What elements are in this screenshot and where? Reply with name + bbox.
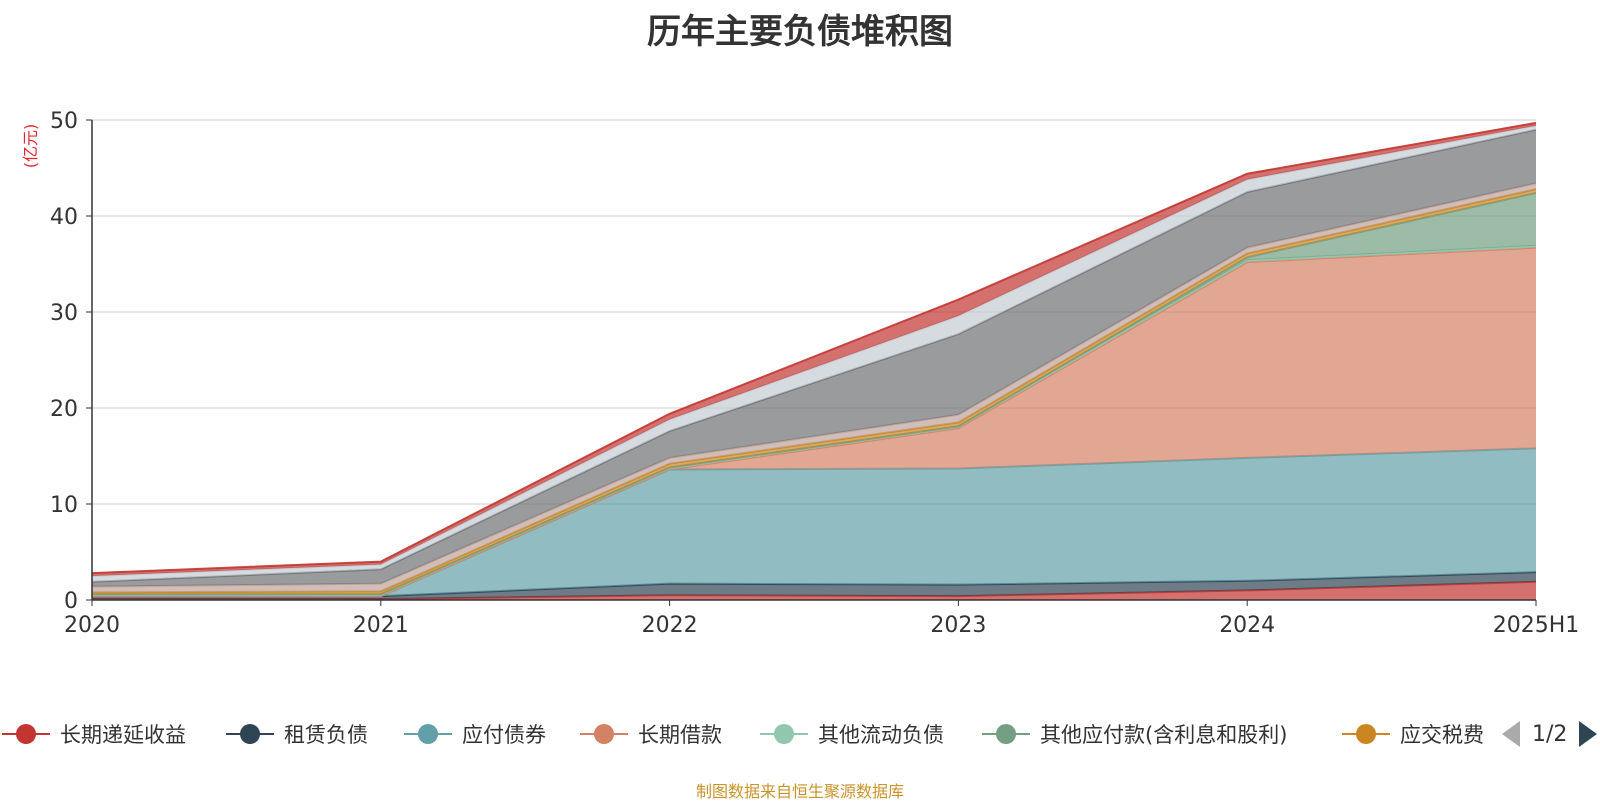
axes: 0 10 20 30 40 50 2020 2021 2022 2023 2024 2025H1 (亿元… [21, 109, 1579, 638]
legend-item[interactable]: 租赁负债 [224, 716, 368, 752]
x-tick-label: 2023 [930, 613, 986, 638]
legend-items: 长期递延收益 租赁负债 应付债券 长期借款 其他流动负债 其他应付款(含利息和股利) 应交税… [0, 716, 1486, 752]
line-应交税费 [91, 188, 1537, 594]
legend-label: 租赁负债 [284, 723, 368, 747]
x-tick-label: 2024 [1219, 613, 1275, 638]
legend-label: 应交税费 [1400, 723, 1484, 747]
chart-title: 历年主要负债堆积图 [647, 12, 953, 52]
area-其他应付款(含利息和股利) [92, 192, 1536, 595]
legend-marker-icon [404, 724, 452, 744]
legend-item[interactable]: 其他应付款(含利息和股利) [980, 716, 1287, 752]
area-应付账款 [92, 129, 1536, 587]
y-tick-label: 30 [50, 301, 78, 326]
y-tick-label: 0 [64, 589, 78, 614]
legend-marker-icon [226, 724, 274, 744]
chart-plot: 0 10 20 30 40 50 2020 2021 2022 2023 2024 2025H1 (亿元… [21, 109, 1579, 638]
legend-label: 应付债券 [462, 723, 546, 747]
area-租赁负债 [92, 572, 1536, 600]
legend-label: 其他应付款(含利息和股利) [1040, 723, 1288, 747]
legend-pager: 1/2 [1500, 716, 1599, 752]
x-tick-label: 2022 [642, 613, 698, 638]
legend-marker-icon [982, 724, 1030, 744]
area-应付债券 [92, 448, 1536, 597]
source-note: 制图数据来自恒生聚源数据库 [695, 782, 904, 801]
line-其他 [91, 121, 1537, 575]
legend-item[interactable]: 其他流动负债 [758, 716, 944, 752]
legend: 长期递延收益 租赁负债 应付债券 长期借款 其他流动负债 其他应付款(含利息和股利) 应交税… [0, 716, 1600, 752]
area-长期递延收益 [92, 581, 1536, 600]
legend-item[interactable]: 长期借款 [578, 716, 722, 752]
legend-label: 其他流动负债 [818, 723, 944, 747]
legend-marker-icon [1342, 724, 1390, 744]
y-tick-label: 50 [50, 109, 78, 134]
legend-marker-icon [760, 724, 808, 744]
triangle-right-icon[interactable] [1577, 719, 1599, 749]
legend-label: 长期借款 [638, 723, 722, 747]
area-series [91, 121, 1537, 601]
triangle-left-icon[interactable] [1500, 719, 1522, 749]
legend-marker-icon [580, 724, 628, 744]
legend-item[interactable]: 应交税费 [1340, 716, 1484, 752]
x-tick-label: 2020 [64, 613, 120, 638]
y-tick-label: 40 [50, 205, 78, 230]
x-tick-label: 2021 [353, 613, 409, 638]
y-tick-label: 20 [50, 397, 78, 422]
legend-marker-icon [2, 724, 50, 744]
x-tick-label: 2025H1 [1493, 613, 1580, 638]
y-tick-label: 10 [50, 493, 78, 518]
legend-item[interactable]: 应付债券 [402, 716, 546, 752]
y-axis-label: (亿元) [21, 124, 40, 169]
legend-item[interactable]: 长期递延收益 [0, 716, 186, 752]
area-长期借款 [92, 247, 1536, 597]
legend-page-indicator: 1/2 [1532, 721, 1568, 747]
legend-label: 长期递延收益 [60, 723, 186, 747]
